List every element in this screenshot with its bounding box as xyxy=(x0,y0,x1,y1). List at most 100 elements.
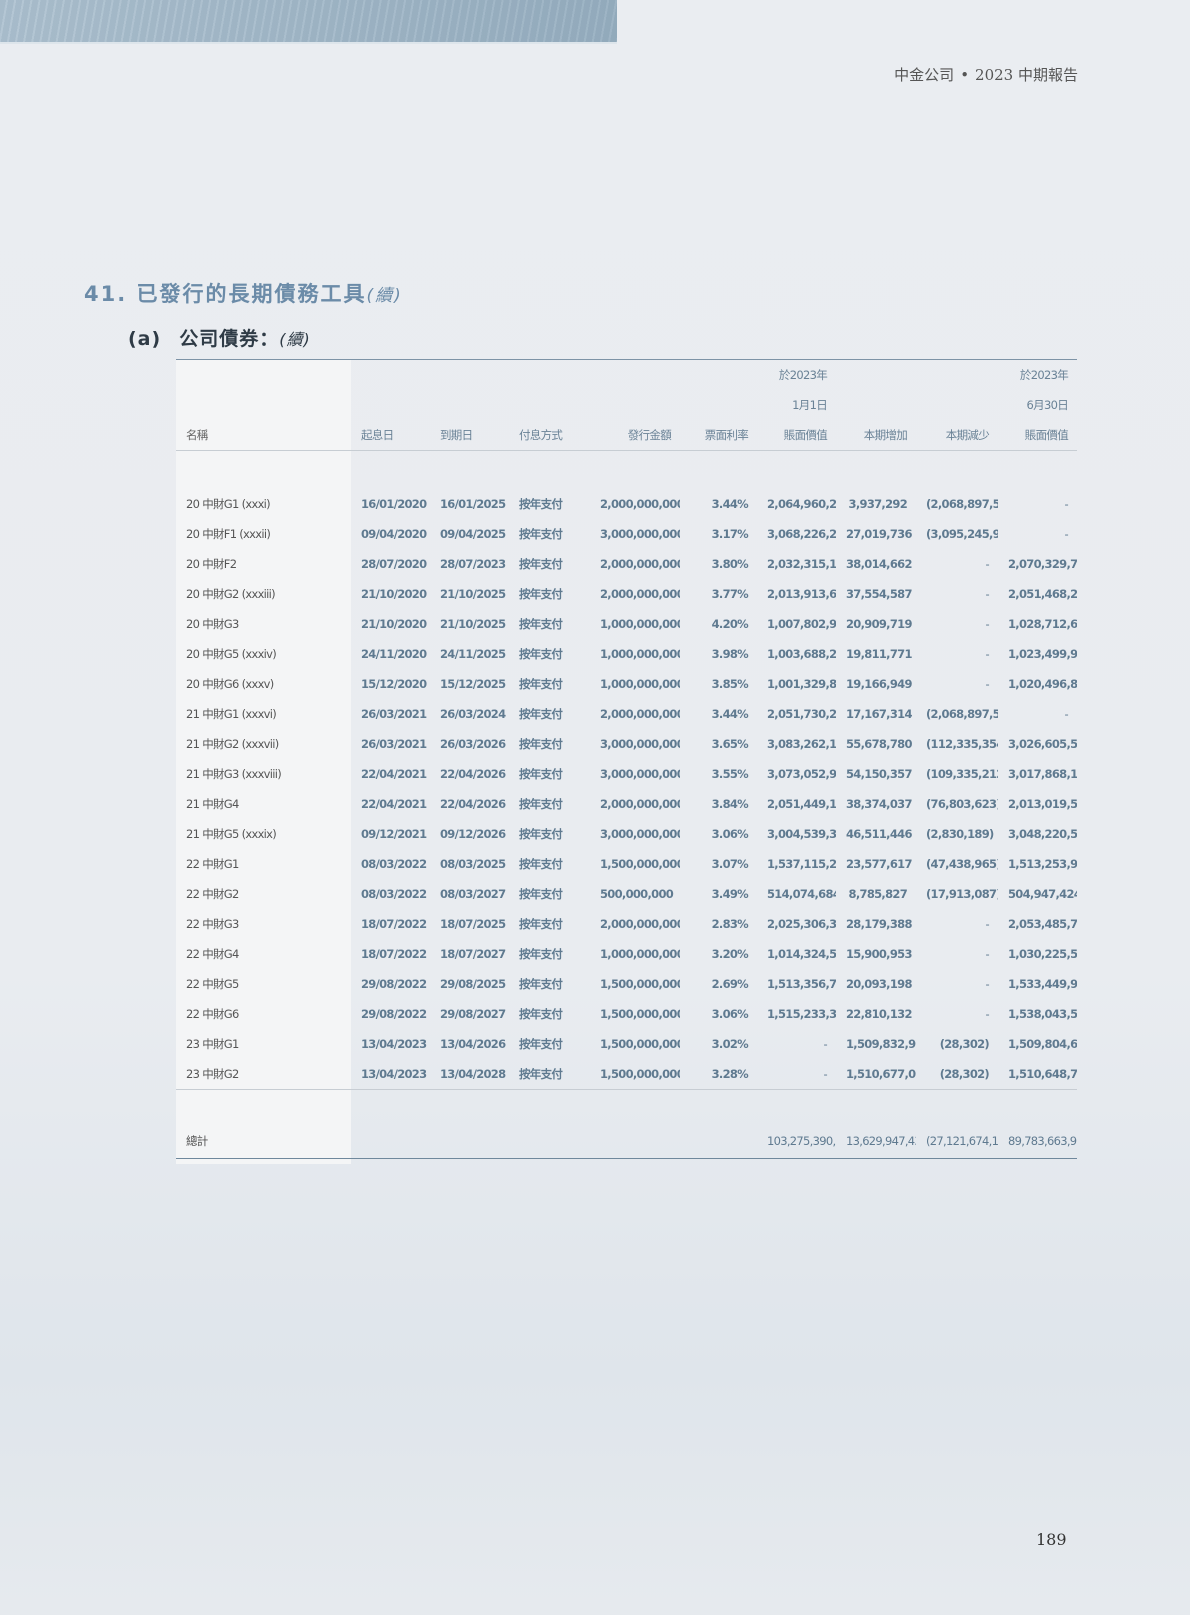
table-row-cell: 29/08/2025 xyxy=(440,977,506,991)
table-row-cell: (2,068,897,585) xyxy=(926,497,998,511)
table-row-cell: (28,302) xyxy=(939,1037,990,1051)
header-row-date-cell xyxy=(680,390,757,420)
table-row-cell: 按年支付 xyxy=(519,977,563,991)
table-row-cell: 514,074,684 xyxy=(767,887,836,901)
table-row-cell: 15,900,953 xyxy=(846,947,912,961)
header-row-date-cell xyxy=(836,390,916,420)
table-row-cell: 3.80% xyxy=(711,557,749,571)
table-row-cell: 3.44% xyxy=(711,707,749,721)
table-row-cell: 2,000,000,000 xyxy=(600,587,680,601)
table-row-cell: 2,053,485,746 xyxy=(1008,917,1077,931)
table-row-cell: 按年支付 xyxy=(519,587,563,601)
table-row-cell: 3.28% xyxy=(680,1059,757,1090)
table-row-cell: 22/04/2021 xyxy=(361,797,427,811)
table-row: 20 中財F2 28/07/2020 28/07/2023 按年支付 2,000,000… xyxy=(176,549,1077,579)
table-row-cell: 18/07/2022 xyxy=(361,917,427,931)
table-row-cell: 3.07% xyxy=(711,857,749,871)
subsection-title: (a) 公司債券：(續) xyxy=(128,324,311,351)
table-row-cell: 2,025,306,358 xyxy=(767,917,836,931)
table-row-cell: 2,000,000,000 xyxy=(600,557,680,571)
header-row-year-cell xyxy=(836,359,916,390)
table-row-cell: 13/04/2028 xyxy=(430,1059,509,1090)
table-row-cell: 按年支付 xyxy=(519,767,563,781)
table-row-cell: 1,000,000,000 xyxy=(600,947,680,961)
column-header-row-cell: 本期增加 xyxy=(836,420,916,451)
table-row-cell: 26/03/2026 xyxy=(440,737,506,751)
table-row-cell: 1,000,000,000 xyxy=(600,647,680,661)
table-row-cell: 08/03/2022 xyxy=(361,887,427,901)
table-row-cell: 24/11/2020 xyxy=(361,647,427,661)
table-row-cell: 1,500,000,000 xyxy=(600,1037,680,1051)
table-row-cell: 3,048,220,571 xyxy=(1008,827,1077,841)
table-row-cell: 13/04/2023 xyxy=(351,1059,430,1090)
table-row-cell: 1,500,000,000 xyxy=(590,1059,680,1090)
table-row-cell: 2.83% xyxy=(711,917,749,931)
table-row-cell: 23 中財G2 xyxy=(176,1059,351,1090)
header-row-date-cell xyxy=(590,390,680,420)
bonds-table-wrapper: 於2023年 於2023年 1月1日 6月30日 名稱 起息日 到期日 付息方式 發行金額 票面利… xyxy=(176,359,1077,1164)
header-row-year: 於2023年 於2023年 xyxy=(176,359,1077,390)
table-row-cell: 1,020,496,806 xyxy=(1008,677,1077,691)
table-row-cell: (109,335,212) xyxy=(926,767,998,781)
table-row-cell: - xyxy=(1064,527,1069,541)
table-row-cell: 20 中財G3 xyxy=(186,617,239,631)
table-row-cell: 21/10/2020 xyxy=(361,617,427,631)
table-row-cell: 1,500,000,000 xyxy=(600,857,680,871)
header-row-year-cell: 於2023年 xyxy=(757,359,836,390)
table-row-cell: 3.20% xyxy=(711,947,749,961)
table-row-cell: - xyxy=(985,947,990,961)
table-row-cell: 18/07/2027 xyxy=(440,947,506,961)
table-row-cell: 17,167,314 xyxy=(846,707,912,721)
header-row-year-cell xyxy=(351,359,430,390)
table-row-cell: - xyxy=(823,1037,828,1051)
table-row-cell: 1,023,499,980 xyxy=(1008,647,1077,661)
table-row-cell: 09/12/2026 xyxy=(440,827,506,841)
header-row-date-cell xyxy=(916,390,998,420)
table-row-cell: 1,014,324,586 xyxy=(767,947,836,961)
table-row-cell: 1,515,233,370 xyxy=(767,1007,836,1021)
table-row-cell: 按年支付 xyxy=(519,917,563,931)
table-row-cell: 2,000,000,000 xyxy=(600,917,680,931)
table-row-cell: 3.84% xyxy=(711,797,749,811)
table-row-cell: 22/04/2026 xyxy=(440,797,506,811)
table-row: 21 中財G4 22/04/2021 22/04/2026 按年支付 2,000,000… xyxy=(176,789,1077,819)
column-header-row-cell: 到期日 xyxy=(430,420,509,451)
table-row-cell: 按年支付 xyxy=(519,527,563,541)
table-row-cell: 22 中財G5 xyxy=(186,977,239,991)
table-row-cell: 24/11/2025 xyxy=(440,647,506,661)
table-row: 20 中財G5 (xxxiv) 24/11/2020 24/11/2025 按年支付 1… xyxy=(176,639,1077,669)
column-header-row-cell: 發行金額 xyxy=(590,420,680,451)
section-title: 41. 已發行的長期債務工具(續) xyxy=(84,278,403,308)
table-row: 20 中財G6 (xxxv) 15/12/2020 15/12/2025 按年支付 1,… xyxy=(176,669,1077,699)
table-row-cell: 按年支付 xyxy=(519,737,563,751)
table-row-cell: 3,000,000,000 xyxy=(600,737,680,751)
table-row-cell: 3.55% xyxy=(711,767,749,781)
total-row-cell: 13,629,947,439 xyxy=(836,1124,916,1159)
header-row-year-cell xyxy=(176,359,351,390)
header-row-year-cell xyxy=(430,359,509,390)
table-row-cell: 500,000,000 xyxy=(600,887,674,901)
table-row-cell: (47,438,965) xyxy=(926,857,998,871)
table-row: 21 中財G3 (xxxviii) 22/04/2021 22/04/2026 按年支… xyxy=(176,759,1077,789)
table-row-cell: - xyxy=(985,647,990,661)
table-row-cell: 3,026,605,595 xyxy=(1008,737,1077,751)
table-row-cell: 18/07/2022 xyxy=(361,947,427,961)
table-row-cell: 3.49% xyxy=(711,887,749,901)
table-row-cell: 22 中財G4 xyxy=(186,947,239,961)
table-row-cell: 2.69% xyxy=(711,977,749,991)
table-row-cell: 3,004,539,314 xyxy=(767,827,836,841)
table-row-cell: 1,500,000,000 xyxy=(600,977,680,991)
table-row-cell: 3.06% xyxy=(711,1007,749,1021)
table-row-cell: 26/03/2021 xyxy=(361,707,427,721)
table-row-cell: 26/03/2024 xyxy=(440,707,506,721)
table-row-cell: 28/07/2020 xyxy=(361,557,427,571)
table-row-cell: 2,013,019,553 xyxy=(1008,797,1077,811)
table-row-cell: (3,095,245,995) xyxy=(926,527,998,541)
table-row-cell: 1,000,000,000 xyxy=(600,677,680,691)
table-row-cell: 按年支付 xyxy=(519,1037,563,1051)
header-row-date-cell: 6月30日 xyxy=(1026,398,1069,412)
table-row-cell: 2,000,000,000 xyxy=(600,707,680,721)
table-row-cell: 21 中財G1 (xxxvi) xyxy=(186,707,277,721)
section-number: 41. xyxy=(84,282,128,306)
subsection-title-text: 公司債券： xyxy=(179,328,280,350)
